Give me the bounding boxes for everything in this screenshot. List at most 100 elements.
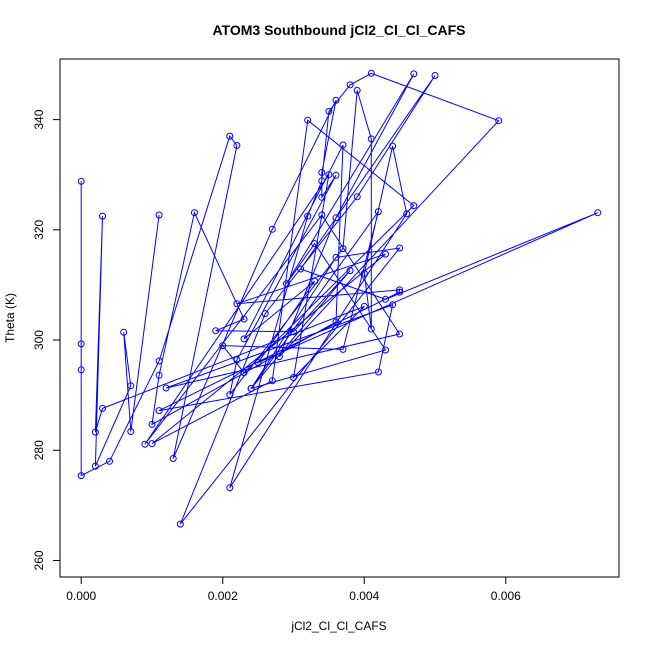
data-point [91,462,99,470]
y-tick-label: 340 [32,109,46,129]
data-point [219,342,227,350]
data-point [77,340,85,348]
data-point [141,440,149,448]
data-point [367,135,375,143]
data-point [212,327,220,335]
data-point [318,177,326,185]
data-point [99,404,106,412]
chart-title: ATOM3 Southbound jCl2_Cl_Cl_CAFS [212,22,465,38]
data-point [226,391,234,399]
data-point [389,142,397,150]
data-point [374,208,382,216]
x-tick-label: 0.002 [208,589,238,603]
data-point [268,377,276,385]
data-point [346,81,354,89]
data-point [332,318,340,326]
data-point [240,369,248,377]
data-point [127,382,135,390]
data-point [495,117,503,125]
data-point [240,335,248,343]
data-point [311,277,319,285]
data-point [396,286,404,294]
data-point [254,359,262,367]
data-point [155,371,163,379]
data-point [176,520,184,528]
data-point [382,250,389,258]
data-point [332,214,340,222]
data-point [162,384,170,392]
data-point [353,193,361,201]
x-tick-label: 0.006 [491,589,521,603]
y-tick-label: 260 [32,550,46,570]
data-point [233,300,241,308]
data-point [594,209,602,217]
data-point [332,171,340,179]
data-point [247,385,255,392]
data-point [382,295,389,303]
data-point [304,212,312,220]
data-point [169,455,177,462]
x-axis-label: jCl2_Cl_Cl_CAFS [290,619,386,633]
data-point [403,210,411,218]
data-point [332,253,340,261]
data-point [120,328,128,336]
data-point [304,116,312,124]
data-point [410,70,418,78]
data-point [148,440,156,448]
data-point [318,169,326,176]
data-point [290,374,297,381]
data-point [431,72,439,79]
data-point [389,301,397,309]
data-point [311,240,319,248]
x-tick-label: 0.004 [349,589,379,603]
data-point [282,280,290,288]
data-point [410,202,418,210]
data-point [99,212,106,220]
data-point [91,428,99,436]
data-point [226,132,234,140]
data-point [77,472,85,480]
data-point [275,353,283,361]
data-point [367,69,375,77]
data-point [325,171,333,179]
data-point [226,484,234,492]
y-axis-label: Theta (K) [3,293,17,343]
data-point [268,225,276,233]
data-point [240,315,248,323]
data-point [261,310,269,318]
data-point [318,193,326,201]
data-point [382,346,389,354]
series-layer [77,69,602,528]
data-point [155,211,163,219]
data-point [233,142,241,149]
data-point [297,265,305,273]
data-point [396,330,404,338]
data-point [77,177,85,185]
data-point [396,288,404,296]
data-point [339,141,347,149]
data-point [148,420,156,428]
y-axis: 260 280 300 320 340 [32,109,61,570]
data-point [290,328,297,336]
data-point [360,302,368,310]
data-point [233,356,241,364]
y-tick-label: 280 [32,440,46,460]
data-point [367,325,375,333]
data-point [155,357,163,365]
y-tick-label: 320 [32,219,46,239]
data-point [353,86,361,94]
data-point [127,428,135,435]
data-point [332,96,340,104]
data-point [106,457,113,465]
data-point [339,345,347,353]
data-point [396,244,404,252]
data-point [360,269,368,277]
x-tick-label: 0.000 [66,589,96,603]
data-point [374,368,382,376]
data-point [325,107,333,115]
x-axis: 0.000 0.002 0.004 0.006 [66,576,521,603]
data-point [318,211,326,219]
data-point [155,407,163,415]
y-tick-label: 300 [32,330,46,350]
